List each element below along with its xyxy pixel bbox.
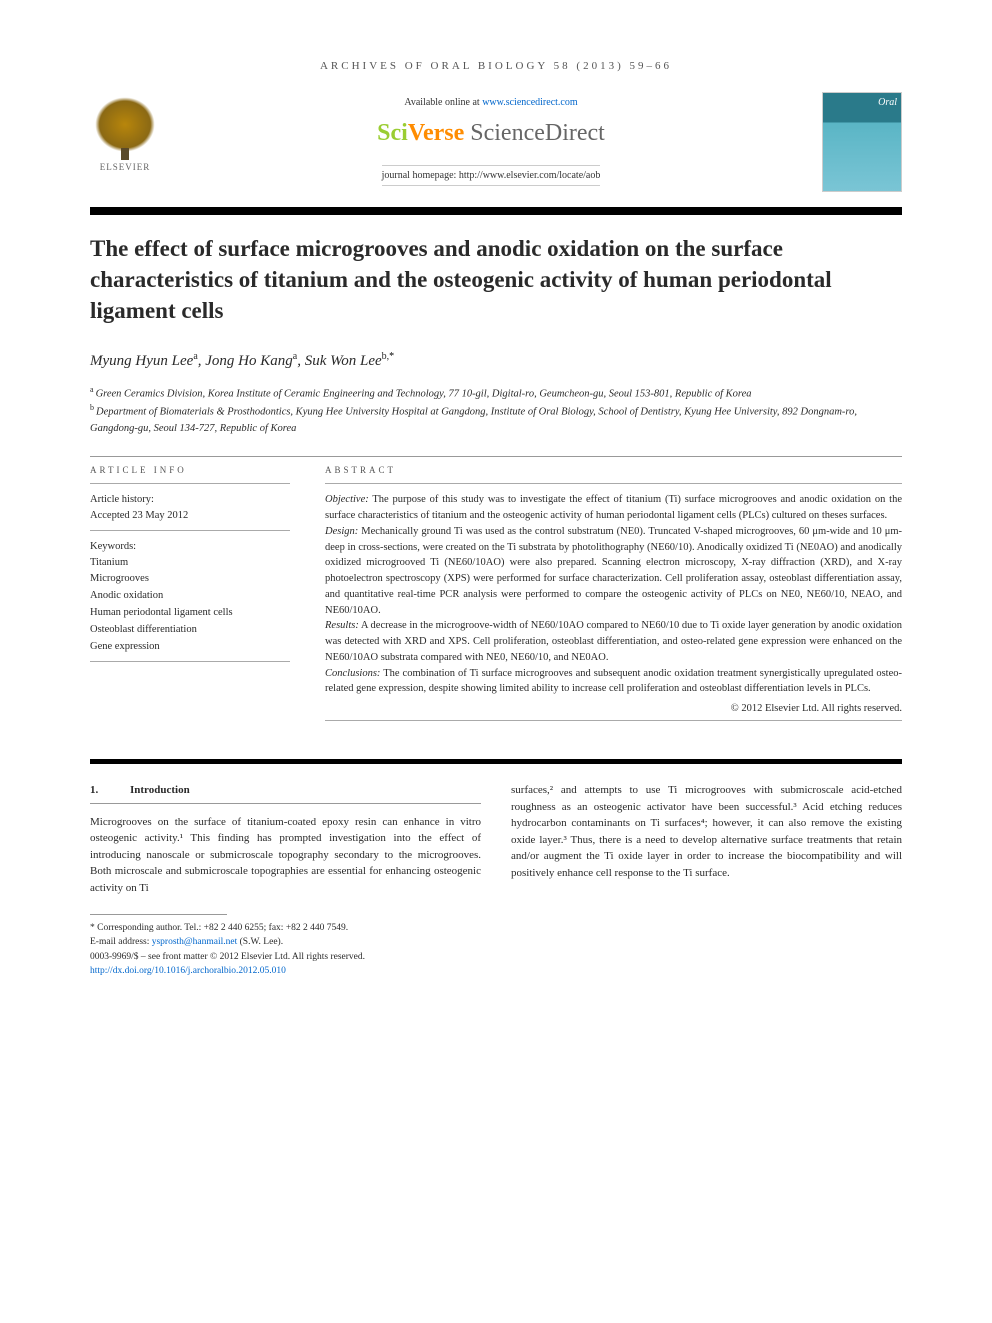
author-2-affil: a: [293, 351, 297, 362]
article-info-heading: ARTICLE INFO: [90, 465, 290, 475]
keyword-item: Titanium: [90, 555, 290, 572]
author-1: Myung Hyun Lee: [90, 353, 193, 369]
history-value: Accepted 23 May 2012: [90, 508, 290, 524]
section-number: 1.: [90, 782, 130, 799]
info-divider-3: [90, 661, 290, 662]
body-column-left: 1.Introduction Microgrooves on the surfa…: [90, 782, 481, 978]
keywords-label: Keywords:: [90, 539, 290, 555]
results-label: Results:: [325, 620, 359, 631]
journal-homepage: journal homepage: http://www.elsevier.co…: [382, 165, 601, 186]
doi-link[interactable]: http://dx.doi.org/10.1016/j.archoralbio.…: [90, 966, 286, 976]
keyword-item: Osteoblast differentiation: [90, 622, 290, 639]
corresponding-star: *: [389, 351, 394, 362]
objective-text: The purpose of this study was to investi…: [325, 494, 902, 521]
footnotes: * Corresponding author. Tel.: +82 2 440 …: [90, 921, 481, 978]
abstract-text: Objective: The purpose of this study was…: [325, 492, 902, 697]
affiliations: aGreen Ceramics Division, Korea Institut…: [90, 384, 902, 436]
affiliation-a: aGreen Ceramics Division, Korea Institut…: [90, 384, 902, 402]
elsevier-tree-icon: [95, 97, 155, 152]
article-title: The effect of surface microgrooves and a…: [90, 233, 902, 326]
keyword-item: Gene expression: [90, 639, 290, 656]
section-heading-intro: 1.Introduction: [90, 782, 481, 804]
copyright-line: © 2012 Elsevier Ltd. All rights reserved…: [325, 703, 902, 714]
authors-line: Myung Hyun Leea, Jong Ho Kanga, Suk Won …: [90, 351, 902, 370]
issn-line: 0003-9969/$ – see front matter © 2012 El…: [90, 950, 481, 964]
elsevier-text: ELSEVIER: [100, 162, 151, 172]
conclusions-label: Conclusions:: [325, 668, 380, 679]
conclusions-text: The combination of Ti surface microgroov…: [325, 668, 902, 695]
available-online-text: Available online at www.sciencedirect.co…: [180, 97, 802, 108]
sciencedirect-link[interactable]: www.sciencedirect.com: [482, 97, 577, 108]
cover-title: Oral: [878, 97, 897, 108]
sciverse-logo: SciVerse ScienceDirect: [180, 120, 802, 147]
footnote-divider: [90, 914, 227, 915]
email-line: E-mail address: ysprosth@hanmail.net (S.…: [90, 935, 481, 949]
intro-paragraph-left: Microgrooves on the surface of titanium-…: [90, 814, 481, 897]
abstract-column: ABSTRACT Objective: The purpose of this …: [325, 465, 902, 729]
elsevier-logo: ELSEVIER: [90, 92, 160, 172]
abstract-divider-top: [325, 483, 902, 484]
section-title: Introduction: [130, 784, 190, 796]
keywords-block: Keywords: Titanium Microgrooves Anodic o…: [90, 539, 290, 656]
email-label: E-mail address:: [90, 937, 152, 947]
body-column-right: surfaces,² and attempts to use Ti microg…: [511, 782, 902, 978]
journal-reference: ARCHIVES OF ORAL BIOLOGY 58 (2013) 59–66: [90, 60, 902, 72]
abstract-heading: ABSTRACT: [325, 465, 902, 475]
title-top-bar: [90, 207, 902, 215]
email-link[interactable]: ysprosth@hanmail.net: [152, 937, 238, 947]
author-3: Suk Won Lee: [305, 353, 382, 369]
affil-b-text: Department of Biomaterials & Prosthodont…: [90, 407, 857, 434]
header-center: Available online at www.sciencedirect.co…: [180, 92, 802, 186]
design-label: Design:: [325, 526, 358, 537]
keywords-list: Titanium Microgrooves Anodic oxidation H…: [90, 555, 290, 656]
affil-a-text: Green Ceramics Division, Korea Institute…: [96, 389, 752, 400]
info-top-divider: [90, 456, 902, 457]
article-info-column: ARTICLE INFO Article history: Accepted 2…: [90, 465, 290, 729]
objective-label: Objective:: [325, 494, 369, 505]
history-label: Article history:: [90, 492, 290, 508]
email-suffix: (S.W. Lee).: [237, 937, 283, 947]
author-1-affil: a: [193, 351, 197, 362]
article-history: Article history: Accepted 23 May 2012: [90, 492, 290, 524]
keyword-item: Anodic oxidation: [90, 588, 290, 605]
affil-b-sup: b: [90, 403, 94, 412]
available-label: Available online at: [404, 97, 482, 108]
intro-paragraph-right: surfaces,² and attempts to use Ti microg…: [511, 782, 902, 881]
journal-cover-thumbnail: Oral: [822, 92, 902, 192]
keyword-item: Microgrooves: [90, 571, 290, 588]
sciverse-sci: Sci: [377, 120, 408, 146]
abstract-divider-bottom: [325, 720, 902, 721]
keyword-item: Human periodontal ligament cells: [90, 605, 290, 622]
info-abstract-row: ARTICLE INFO Article history: Accepted 2…: [90, 465, 902, 729]
info-divider-1: [90, 483, 290, 484]
author-2: Jong Ho Kang: [205, 353, 293, 369]
sciverse-direct: ScienceDirect: [470, 120, 605, 146]
body-top-bar: [90, 759, 902, 764]
corresponding-author-note: * Corresponding author. Tel.: +82 2 440 …: [90, 921, 481, 935]
design-text: Mechanically ground Ti was used as the c…: [325, 526, 902, 616]
affil-a-sup: a: [90, 385, 94, 394]
affiliation-b: bDepartment of Biomaterials & Prosthodon…: [90, 402, 902, 436]
info-divider-2: [90, 530, 290, 531]
header-row: ELSEVIER Available online at www.science…: [90, 92, 902, 192]
results-text: A decrease in the microgroove-width of N…: [325, 620, 902, 663]
body-columns: 1.Introduction Microgrooves on the surfa…: [90, 782, 902, 978]
sciverse-verse: Verse: [408, 120, 470, 146]
